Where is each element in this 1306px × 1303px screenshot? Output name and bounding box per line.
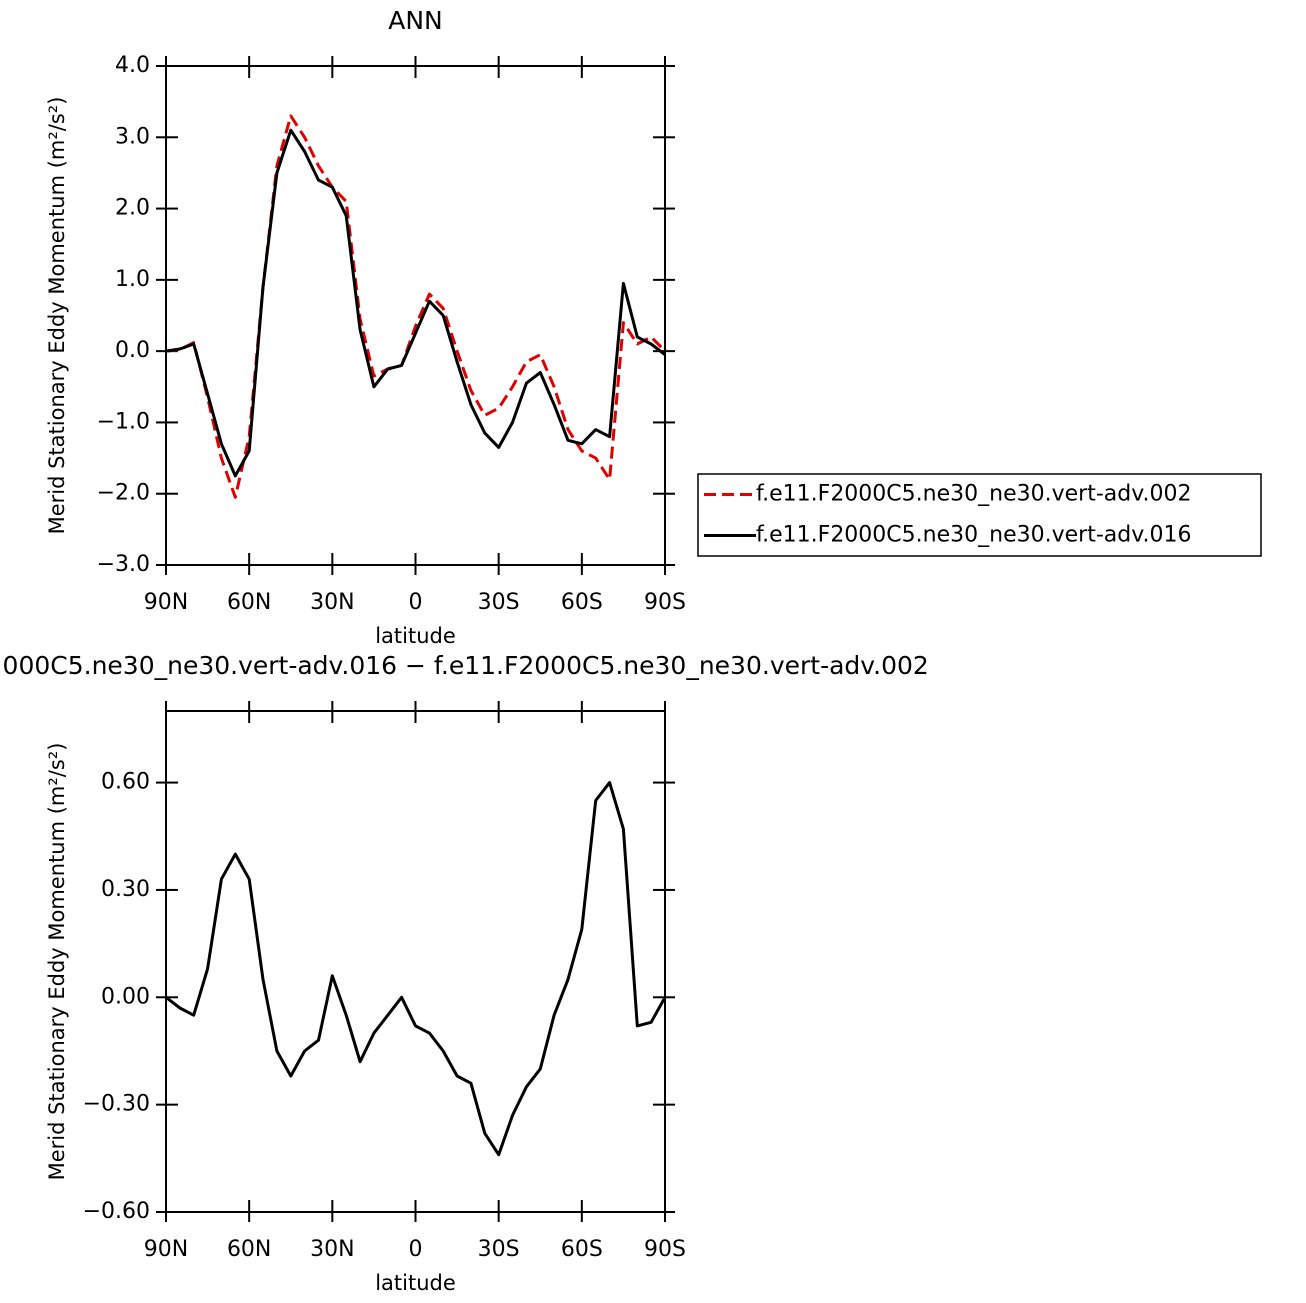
y-axis-label: Merid Stationary Eddy Momentum (m²/s²) [45, 743, 69, 1181]
x-tick-label: 90S [644, 1237, 686, 1262]
y-tick-label: −0.30 [83, 1092, 150, 1117]
y-tick-label: 0.00 [101, 984, 150, 1009]
y-tick-label: −0.60 [83, 1199, 150, 1224]
data-line [165, 781, 667, 1157]
plot-frame [165, 65, 666, 566]
x-tick-label: 90N [144, 1237, 188, 1262]
y-tick-label: 0.0 [115, 338, 150, 363]
x-tick-label: 60S [561, 590, 603, 615]
x-tick-label: 30N [310, 590, 354, 615]
data-line [165, 128, 666, 478]
y-tick-label: 3.0 [115, 124, 150, 149]
x-tick-label: 60N [227, 1237, 271, 1262]
y-tick-label: 1.0 [115, 267, 150, 292]
x-tick-label: 60S [561, 1237, 603, 1262]
y-tick-label: −1.0 [97, 409, 150, 434]
y-axis-label: Merid Stationary Eddy Momentum (m²/s²) [45, 97, 69, 535]
chart-title: ANN [388, 6, 443, 35]
x-tick-label: 90S [644, 590, 686, 615]
x-axis-label: latitude [375, 1271, 456, 1295]
y-tick-label: 4.0 [115, 53, 150, 78]
x-tick-label: 30S [478, 590, 520, 615]
y-tick-label: −3.0 [97, 552, 150, 577]
x-tick-label: 60N [227, 590, 271, 615]
y-tick-label: 0.30 [101, 877, 150, 902]
x-tick-label: 0 [409, 590, 423, 615]
x-tick-label: 30S [478, 1237, 520, 1262]
x-axis-label: latitude [375, 624, 456, 648]
data-line [165, 114, 667, 499]
chart-title: f.e11.F2000C5.ne30_ne30.vert-adv.016 − f… [0, 651, 929, 680]
legend-label: f.e11.F2000C5.ne30_ne30.vert-adv.002 [756, 482, 1192, 507]
x-tick-label: 90N [144, 590, 188, 615]
x-tick-label: 0 [409, 1237, 423, 1262]
legend-label: f.e11.F2000C5.ne30_ne30.vert-adv.016 [756, 523, 1192, 548]
plot-frame [165, 710, 666, 1213]
y-tick-label: 0.60 [101, 770, 150, 795]
y-tick-label: −2.0 [97, 481, 150, 506]
y-tick-label: 2.0 [115, 196, 150, 221]
legend-box [697, 473, 1262, 557]
x-tick-label: 30N [310, 1237, 354, 1262]
